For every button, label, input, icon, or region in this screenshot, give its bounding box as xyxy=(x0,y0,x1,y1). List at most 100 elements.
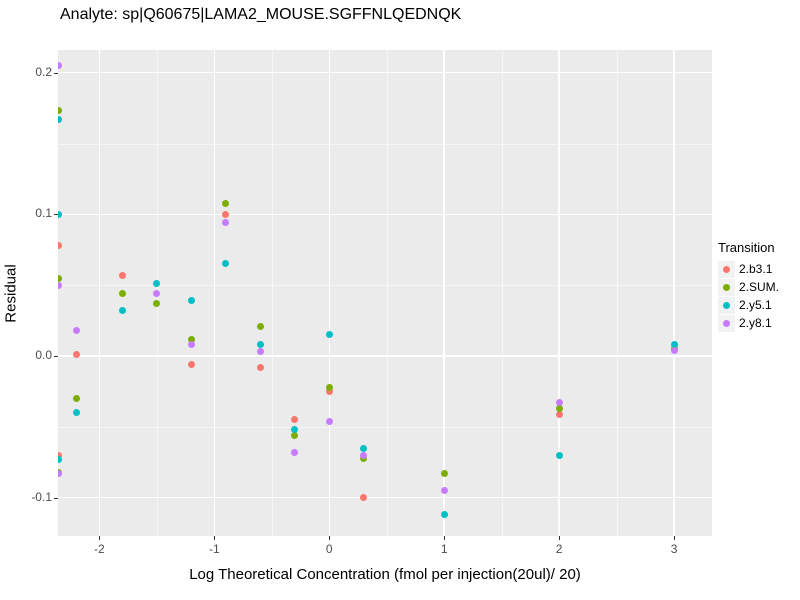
data-point xyxy=(440,511,448,519)
gridline-major-vertical xyxy=(213,50,216,536)
data-point xyxy=(256,348,264,356)
gridline-minor-horizontal xyxy=(58,426,712,428)
data-point xyxy=(187,297,195,305)
x-axis-tick xyxy=(444,536,446,540)
y-axis-tick xyxy=(54,72,58,74)
data-point xyxy=(222,210,230,218)
gridline-minor-horizontal xyxy=(58,285,712,287)
data-point xyxy=(555,399,563,407)
gridline-major-vertical xyxy=(443,50,445,536)
data-point xyxy=(58,274,62,282)
legend-item: 2.b3.1 xyxy=(718,260,779,278)
data-point xyxy=(222,260,230,268)
legend-item: 2.y5.1 xyxy=(718,296,779,314)
x-tick-label: 1 xyxy=(440,542,448,556)
data-point xyxy=(58,281,62,289)
x-axis-tick xyxy=(559,536,561,540)
data-point xyxy=(670,346,678,354)
x-tick-label: -2 xyxy=(94,542,105,556)
data-point xyxy=(325,331,333,339)
x-axis-tick xyxy=(674,536,676,540)
plot-panel xyxy=(58,50,712,536)
x-tick-label: 0 xyxy=(325,542,333,556)
gridline-minor-vertical xyxy=(271,50,273,536)
data-point xyxy=(72,395,80,403)
data-point xyxy=(58,470,62,478)
gridline-major-vertical xyxy=(558,50,560,536)
legend-point-icon xyxy=(723,319,730,327)
data-point xyxy=(440,470,448,478)
gridline-major-horizontal xyxy=(58,213,712,216)
data-point xyxy=(256,341,264,349)
data-point xyxy=(72,327,80,335)
gridline-major-vertical xyxy=(673,50,675,536)
legend-items: 2.b3.1 2.SUM. 2.y5.1 2.y8.1 xyxy=(718,260,779,332)
y-axis-title: Residual xyxy=(0,50,22,536)
y-axis-tick xyxy=(54,497,58,499)
x-axis-tick xyxy=(99,536,101,540)
data-point xyxy=(58,62,62,70)
data-point xyxy=(58,115,62,123)
legend-label: 2.SUM. xyxy=(739,280,780,294)
y-tick-label: 0.1 xyxy=(35,206,52,221)
data-point xyxy=(118,271,126,279)
data-point xyxy=(58,451,62,459)
x-axis-tick xyxy=(214,536,216,540)
data-point xyxy=(153,280,161,288)
data-point xyxy=(58,455,62,463)
data-point xyxy=(58,242,62,250)
legend-key xyxy=(718,296,735,314)
data-point xyxy=(118,290,126,298)
data-point xyxy=(360,494,368,502)
legend-key xyxy=(718,260,735,278)
data-point xyxy=(187,335,195,343)
data-point xyxy=(118,307,126,315)
data-point xyxy=(360,451,368,459)
x-axis-tick xyxy=(329,536,331,540)
plot-title: Analyte: sp|Q60675|LAMA2_MOUSE.SGFFNLQED… xyxy=(60,6,462,23)
data-point xyxy=(187,361,195,369)
gridline-minor-vertical xyxy=(501,50,503,536)
gridline-minor-vertical xyxy=(386,50,388,536)
gridline-major-horizontal xyxy=(58,355,712,357)
data-point xyxy=(555,451,563,459)
gridline-major-vertical xyxy=(328,50,330,536)
data-point xyxy=(440,487,448,495)
data-point xyxy=(72,351,80,359)
data-point xyxy=(72,409,80,417)
y-axis-title-text: Residual xyxy=(2,263,20,323)
x-tick-label: -1 xyxy=(208,542,220,556)
x-axis-title: Log Theoretical Concentration (fmol per … xyxy=(189,566,581,583)
legend-key xyxy=(718,278,735,296)
legend-point-icon xyxy=(723,265,730,273)
data-point xyxy=(58,107,62,115)
data-point xyxy=(222,199,230,207)
data-point xyxy=(256,322,264,330)
data-point xyxy=(256,363,264,371)
gridline-major-horizontal xyxy=(58,496,712,499)
data-point xyxy=(187,341,195,349)
data-point xyxy=(555,404,563,412)
data-point xyxy=(291,448,299,456)
legend-item: 2.SUM. xyxy=(718,278,779,296)
data-point xyxy=(291,416,299,424)
gridline-minor-vertical xyxy=(616,50,618,536)
x-tick-label: 2 xyxy=(555,542,563,556)
data-point xyxy=(58,210,62,218)
y-axis-tick xyxy=(54,356,58,358)
data-point xyxy=(360,444,368,452)
legend-point-icon xyxy=(723,301,730,309)
legend-title: Transition xyxy=(718,240,775,255)
data-point xyxy=(325,417,333,425)
legend-label: 2.y5.1 xyxy=(739,298,772,312)
data-point xyxy=(325,387,333,395)
gridline-major-vertical xyxy=(98,50,101,536)
data-point xyxy=(153,290,161,298)
data-point xyxy=(291,426,299,434)
y-tick-label: 0.2 xyxy=(35,64,52,79)
data-point xyxy=(222,219,230,227)
x-tick-label: 3 xyxy=(670,542,678,556)
data-point xyxy=(291,431,299,439)
legend-key xyxy=(718,314,735,332)
